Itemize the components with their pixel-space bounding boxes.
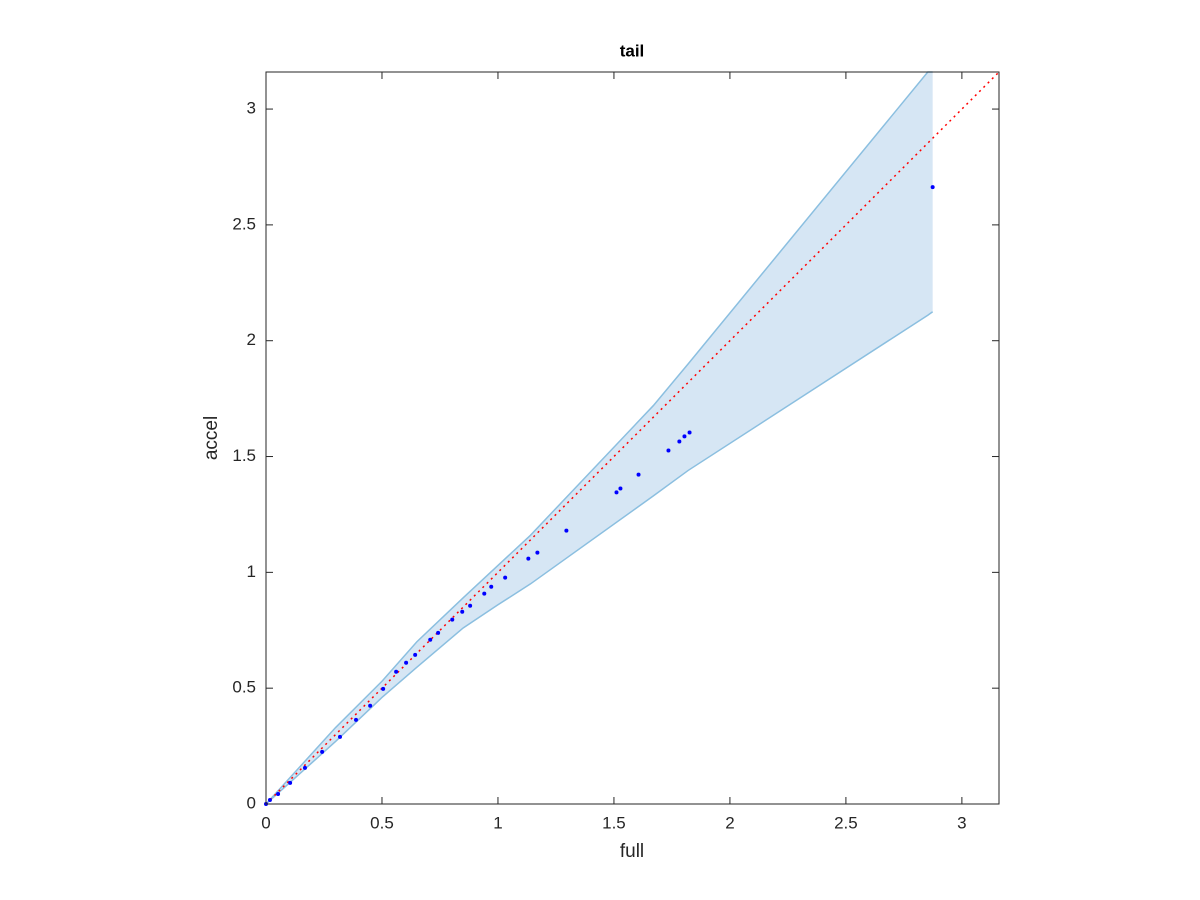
- point: [413, 652, 418, 657]
- y-tick-label: 2.5: [232, 214, 256, 233]
- point: [687, 430, 692, 435]
- point: [468, 603, 473, 608]
- point: [394, 669, 399, 674]
- point: [288, 780, 293, 785]
- point: [320, 749, 325, 754]
- x-tick-label: 2.5: [834, 813, 858, 832]
- point: [526, 556, 531, 561]
- point: [489, 584, 494, 589]
- x-axis-label: full: [620, 841, 644, 862]
- point: [460, 609, 465, 614]
- point: [404, 660, 409, 665]
- point: [503, 575, 508, 580]
- y-tick-label: 1.5: [232, 446, 256, 465]
- point: [354, 717, 359, 722]
- y-tick-label: 0: [247, 793, 256, 812]
- axes-box: [265, 71, 1000, 805]
- point: [564, 528, 569, 533]
- point: [482, 591, 487, 596]
- y-tick-label: 0.5: [232, 678, 256, 697]
- point: [368, 703, 373, 708]
- reference-line: [265, 71, 1000, 805]
- x-tick-label: 1: [493, 813, 502, 832]
- point: [535, 550, 540, 555]
- point: [337, 734, 342, 739]
- point: [677, 439, 682, 444]
- point: [428, 637, 433, 642]
- band-upper: [265, 71, 933, 805]
- point: [618, 486, 623, 491]
- point: [930, 185, 935, 190]
- point: [436, 630, 441, 635]
- point: [682, 434, 687, 439]
- x-tick-label: 3: [957, 813, 966, 832]
- x-tick-label: 0.5: [370, 813, 394, 832]
- x-tick-label: 0: [261, 813, 270, 832]
- x-tick-label: 2: [725, 813, 734, 832]
- point: [614, 490, 619, 495]
- point: [381, 686, 386, 691]
- x-tick-label: 1.5: [602, 813, 626, 832]
- point: [267, 798, 272, 803]
- point: [276, 792, 281, 797]
- point: [666, 448, 671, 453]
- y-tick-label: 2: [247, 330, 256, 349]
- point: [450, 617, 455, 622]
- y-tick-label: 1: [247, 562, 256, 581]
- chart-title: tail: [620, 41, 645, 60]
- y-tick-label: 3: [247, 99, 256, 118]
- y-axis-label: accel: [201, 416, 222, 460]
- point: [636, 472, 641, 477]
- band-lower: [265, 311, 934, 805]
- point: [302, 765, 307, 770]
